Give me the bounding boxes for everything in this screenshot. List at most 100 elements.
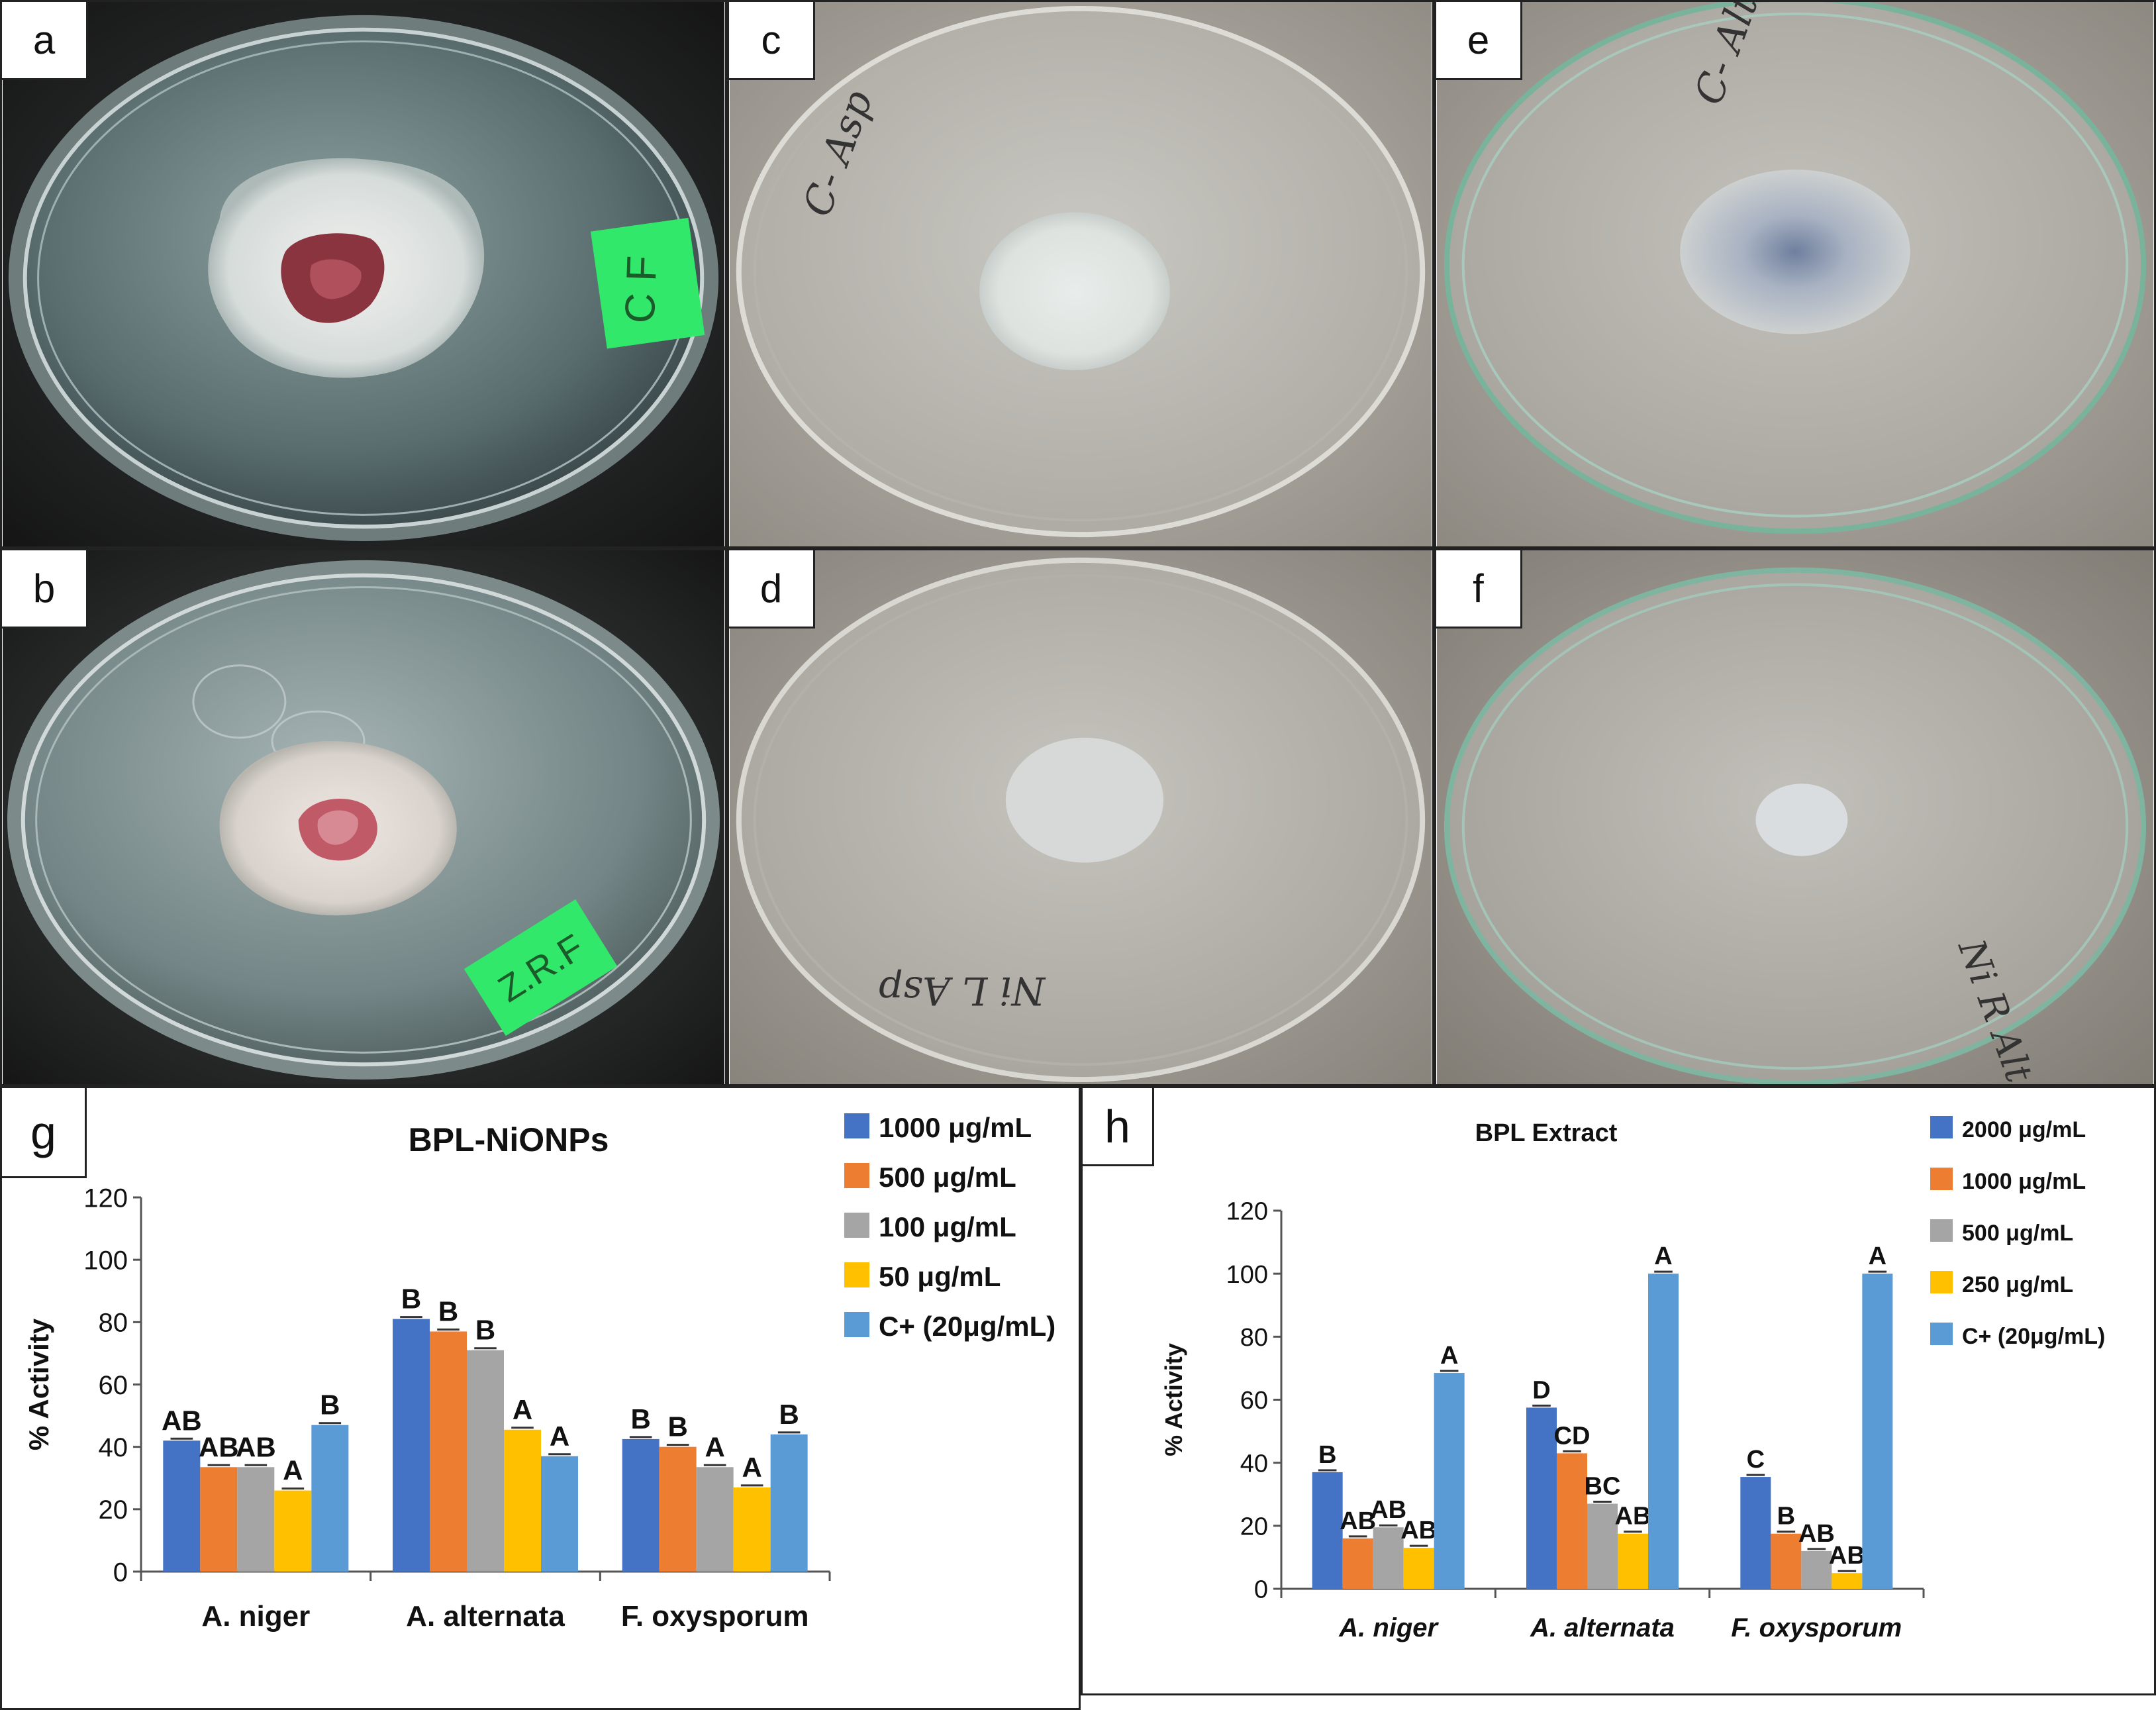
legend-swatch xyxy=(844,1312,869,1337)
bar-2000-g-ml xyxy=(1312,1472,1343,1589)
significance-letter: AB xyxy=(1615,1503,1651,1531)
significance-letter: A xyxy=(705,1431,724,1462)
petri-dish-photo-f: Ni R Alt xyxy=(1437,550,2153,1084)
legend-label: 1000 μg/mL xyxy=(879,1112,1032,1143)
significance-letter: B xyxy=(779,1399,799,1430)
photo-panel-f: Ni R Alt f xyxy=(1434,548,2156,1086)
panel-letter-c: c xyxy=(729,2,815,80)
significance-letter: B xyxy=(667,1411,687,1442)
y-tick-label: 100 xyxy=(83,1246,128,1276)
significance-letter: AB xyxy=(199,1431,239,1462)
legend-swatch xyxy=(1930,1323,1953,1345)
y-tick-label: 0 xyxy=(1254,1576,1268,1604)
significance-letter: AB xyxy=(1370,1496,1406,1524)
y-tick-label: 120 xyxy=(1226,1198,1268,1226)
panel-letter-b: b xyxy=(2,550,88,629)
bar-chart-g: BPL-NiONPs % Activity 0 20 40 60 80 100 120 A. ni… xyxy=(23,1112,1055,1633)
bar-50-g-ml xyxy=(274,1490,312,1572)
legend-label: C+ (20μg/mL) xyxy=(1962,1324,2105,1349)
legend-swatch xyxy=(1930,1271,1953,1293)
legend-swatch xyxy=(1930,1116,1953,1138)
category-label: A. niger xyxy=(1338,1613,1439,1642)
legend-label: 1000 μg/mL xyxy=(1962,1169,2086,1194)
chart-panel-g: BPL-NiONPs % Activity 0 20 40 60 80 100 120 A. ni… xyxy=(0,1086,1081,1710)
significance-letter: B xyxy=(1318,1441,1336,1469)
legend-label: 500 μg/mL xyxy=(1962,1221,2073,1246)
y-axis-label: % Activity xyxy=(23,1318,54,1450)
significance-letter: B xyxy=(1777,1503,1795,1531)
label-sticker-b xyxy=(464,899,618,1036)
panel-letter-e: e xyxy=(1436,2,1522,80)
photo-panel-c: C- Asp c xyxy=(727,0,1434,548)
legend-label: 100 μg/mL xyxy=(879,1211,1016,1242)
category-label: A. alternata xyxy=(1530,1613,1675,1642)
bar-c-20-g-ml- xyxy=(1648,1274,1679,1589)
bar-250-g-ml xyxy=(1618,1533,1648,1589)
chart-title: BPL-NiONPs xyxy=(409,1121,609,1158)
significance-letter: A xyxy=(742,1452,761,1483)
petri-dish-photo-b: Z.R.F xyxy=(3,550,724,1084)
significance-letter: D xyxy=(1532,1376,1550,1404)
category-label: A. alternata xyxy=(406,1600,565,1633)
chart-letter-g: g xyxy=(2,1088,87,1178)
bar-c-20-g-ml- xyxy=(541,1456,578,1572)
chart-panel-h: BPL Extract % Activity 0 20 40 60 80 100 120 A. n… xyxy=(1081,1086,2156,1695)
significance-letter: AB xyxy=(1798,1520,1835,1548)
legend-swatch xyxy=(1930,1219,1953,1242)
bar-chart-h: BPL Extract % Activity 0 20 40 60 80 100 120 A. n… xyxy=(1160,1116,2105,1642)
bar-100-g-ml xyxy=(696,1467,734,1572)
y-tick-label: 0 xyxy=(113,1558,128,1587)
bar-250-g-ml xyxy=(1403,1548,1434,1589)
bar-500-g-ml xyxy=(430,1331,467,1572)
bar-50-g-ml xyxy=(733,1487,771,1572)
significance-letter: A xyxy=(283,1455,303,1486)
bar-1000-g-ml xyxy=(622,1438,660,1572)
category-label: F. oxysporum xyxy=(1731,1613,1902,1642)
photo-panel-e: C- Alt e xyxy=(1434,0,2156,548)
y-tick-label: 40 xyxy=(1240,1450,1268,1478)
bar-500-g-ml xyxy=(1587,1503,1618,1589)
legend-label: 500 μg/mL xyxy=(879,1162,1016,1193)
panel-letter-f: f xyxy=(1436,550,1522,629)
legend-swatch xyxy=(844,1113,869,1138)
significance-letter: B xyxy=(438,1295,458,1327)
bar-1000-g-ml xyxy=(1342,1538,1373,1589)
legend-label: 50 μg/mL xyxy=(879,1261,1001,1292)
legend-label: 250 μg/mL xyxy=(1962,1272,2073,1297)
y-tick-label: 20 xyxy=(99,1495,128,1525)
significance-letter: A xyxy=(513,1394,532,1425)
significance-letter: AB xyxy=(236,1431,276,1462)
significance-letter: A xyxy=(1654,1242,1672,1270)
bar-50-g-ml xyxy=(504,1429,541,1572)
petri-dish-photo-d: Ni L Asp xyxy=(729,550,1432,1084)
photo-panel-d: Ni L Asp d xyxy=(727,548,1434,1086)
chart-letter-h: h xyxy=(1083,1088,1154,1166)
bar-500-g-ml xyxy=(200,1467,238,1572)
chart-title: BPL Extract xyxy=(1475,1119,1618,1147)
legend-swatch xyxy=(844,1262,869,1287)
significance-letter: AB xyxy=(1400,1517,1437,1544)
bar-2000-g-ml xyxy=(1740,1477,1771,1589)
significance-letter: B xyxy=(401,1283,421,1315)
y-tick-label: 100 xyxy=(1226,1261,1268,1289)
significance-letter: A xyxy=(1440,1342,1458,1370)
significance-letter: B xyxy=(320,1389,340,1421)
significance-letter: B xyxy=(475,1315,495,1346)
y-tick-label: 80 xyxy=(99,1309,128,1338)
y-tick-label: 40 xyxy=(99,1433,128,1462)
bar-100-g-ml xyxy=(467,1350,504,1572)
category-label: A. niger xyxy=(201,1600,310,1633)
significance-letter: A xyxy=(550,1421,569,1452)
bar-c-20-g-ml- xyxy=(1434,1373,1465,1589)
bar-1000-g-ml xyxy=(1771,1533,1802,1589)
bar-c-20-g-ml- xyxy=(311,1425,349,1572)
bar-500-g-ml xyxy=(1801,1550,1832,1589)
photo-grid: C F a Z.R.F b xyxy=(0,0,2156,1086)
significance-letter: B xyxy=(630,1403,650,1434)
petri-dish-photo-a: C F xyxy=(2,2,725,546)
y-tick-label: 120 xyxy=(83,1183,128,1213)
bar-1000-g-ml xyxy=(163,1440,201,1572)
y-tick-label: 80 xyxy=(1240,1324,1268,1352)
bar-1000-g-ml xyxy=(393,1319,430,1572)
y-axis-label: % Activity xyxy=(1160,1343,1187,1456)
